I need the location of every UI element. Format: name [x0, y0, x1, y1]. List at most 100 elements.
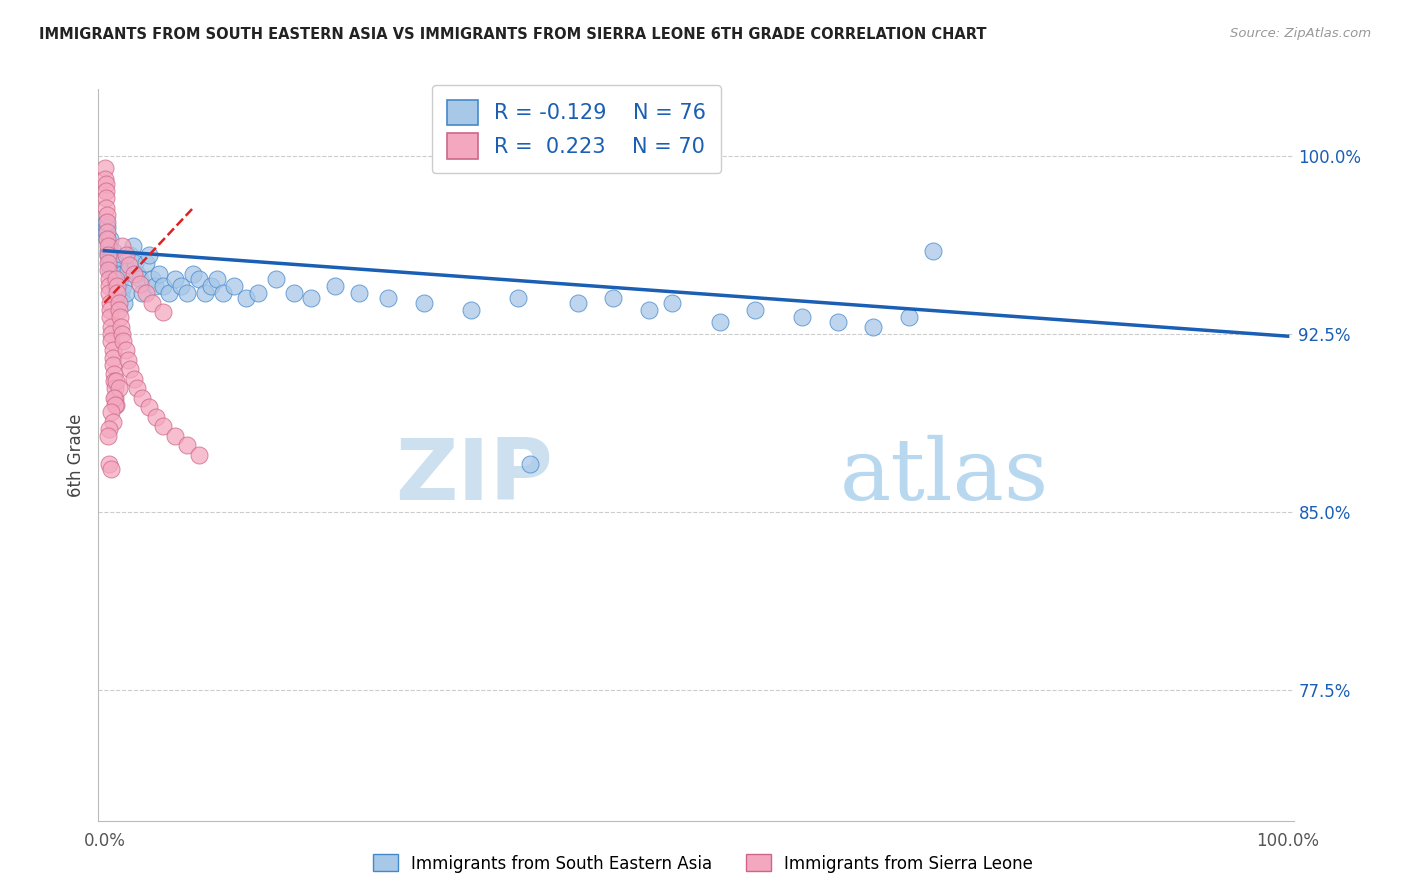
Point: [412, 296, 434, 310]
Point: [103, 255, 125, 269]
Point: [347, 286, 370, 301]
Point: [97, 248, 120, 262]
Point: [118, 258, 141, 272]
Point: [127, 268, 149, 282]
Point: [101, 351, 124, 365]
Point: [94, 161, 117, 175]
Point: [567, 296, 589, 310]
Point: [108, 272, 131, 286]
Point: [247, 286, 270, 301]
Point: [744, 303, 766, 318]
Text: atlas: atlas: [839, 435, 1049, 518]
Point: [862, 319, 884, 334]
Point: [104, 381, 127, 395]
Point: [135, 255, 157, 269]
Point: [98, 248, 121, 262]
Point: [135, 286, 157, 301]
Point: [299, 291, 322, 305]
Point: [98, 303, 121, 318]
Point: [94, 201, 117, 215]
Point: [108, 310, 131, 325]
Point: [100, 248, 122, 262]
Point: [105, 279, 128, 293]
Point: [323, 279, 346, 293]
Point: [101, 415, 124, 429]
Point: [124, 255, 146, 269]
Point: [101, 262, 124, 277]
Point: [107, 303, 129, 318]
Point: [122, 268, 145, 282]
Point: [112, 334, 135, 348]
Point: [94, 172, 117, 186]
Point: [176, 438, 198, 452]
Point: [200, 279, 222, 293]
Point: [111, 326, 134, 341]
Point: [105, 272, 128, 286]
Point: [709, 315, 731, 329]
Point: [264, 272, 287, 286]
Point: [100, 405, 122, 419]
Point: [105, 272, 128, 286]
Point: [602, 291, 624, 305]
Point: [107, 381, 129, 395]
Point: [114, 248, 136, 262]
Legend: R = -0.129    N = 76, R =  0.223    N = 70: R = -0.129 N = 76, R = 0.223 N = 70: [432, 85, 721, 173]
Point: [96, 219, 118, 234]
Legend: Immigrants from South Eastern Asia, Immigrants from Sierra Leone: Immigrants from South Eastern Asia, Immi…: [367, 847, 1039, 880]
Point: [101, 358, 124, 372]
Point: [117, 353, 139, 368]
Point: [114, 343, 136, 358]
Text: IMMIGRANTS FROM SOUTH EASTERN ASIA VS IMMIGRANTS FROM SIERRA LEONE 6TH GRADE COR: IMMIGRANTS FROM SOUTH EASTERN ASIA VS IM…: [39, 27, 987, 42]
Point: [98, 239, 121, 253]
Point: [114, 296, 136, 310]
Point: [143, 279, 166, 293]
Point: [211, 286, 233, 301]
Point: [103, 367, 125, 381]
Point: [104, 268, 127, 282]
Point: [107, 296, 129, 310]
Point: [96, 208, 118, 222]
Point: [519, 458, 541, 472]
Point: [131, 391, 153, 405]
Point: [97, 239, 120, 253]
Point: [103, 374, 125, 388]
Point: [165, 272, 187, 286]
Point: [138, 248, 160, 262]
Point: [98, 232, 121, 246]
Point: [101, 343, 124, 358]
Point: [97, 262, 120, 277]
Point: [181, 268, 204, 282]
Point: [96, 225, 118, 239]
Point: [152, 305, 174, 319]
Point: [100, 462, 122, 476]
Point: [637, 303, 659, 318]
Point: [921, 244, 943, 258]
Point: [224, 279, 246, 293]
Point: [100, 255, 122, 269]
Point: [170, 279, 193, 293]
Point: [98, 422, 121, 436]
Point: [103, 272, 125, 286]
Point: [152, 279, 174, 293]
Point: [98, 310, 121, 325]
Point: [105, 262, 128, 277]
Point: [188, 448, 211, 462]
Point: [120, 248, 142, 262]
Point: [114, 286, 136, 301]
Point: [165, 429, 187, 443]
Point: [194, 286, 217, 301]
Point: [94, 184, 117, 198]
Point: [377, 291, 399, 305]
Point: [100, 326, 122, 341]
Point: [152, 419, 174, 434]
Text: Source: ZipAtlas.com: Source: ZipAtlas.com: [1230, 27, 1371, 40]
Point: [128, 272, 150, 286]
Point: [94, 225, 117, 239]
Point: [110, 319, 132, 334]
Point: [98, 286, 121, 301]
Point: [96, 215, 118, 229]
Point: [827, 315, 849, 329]
Point: [105, 398, 128, 412]
Point: [176, 286, 198, 301]
Point: [103, 391, 125, 405]
